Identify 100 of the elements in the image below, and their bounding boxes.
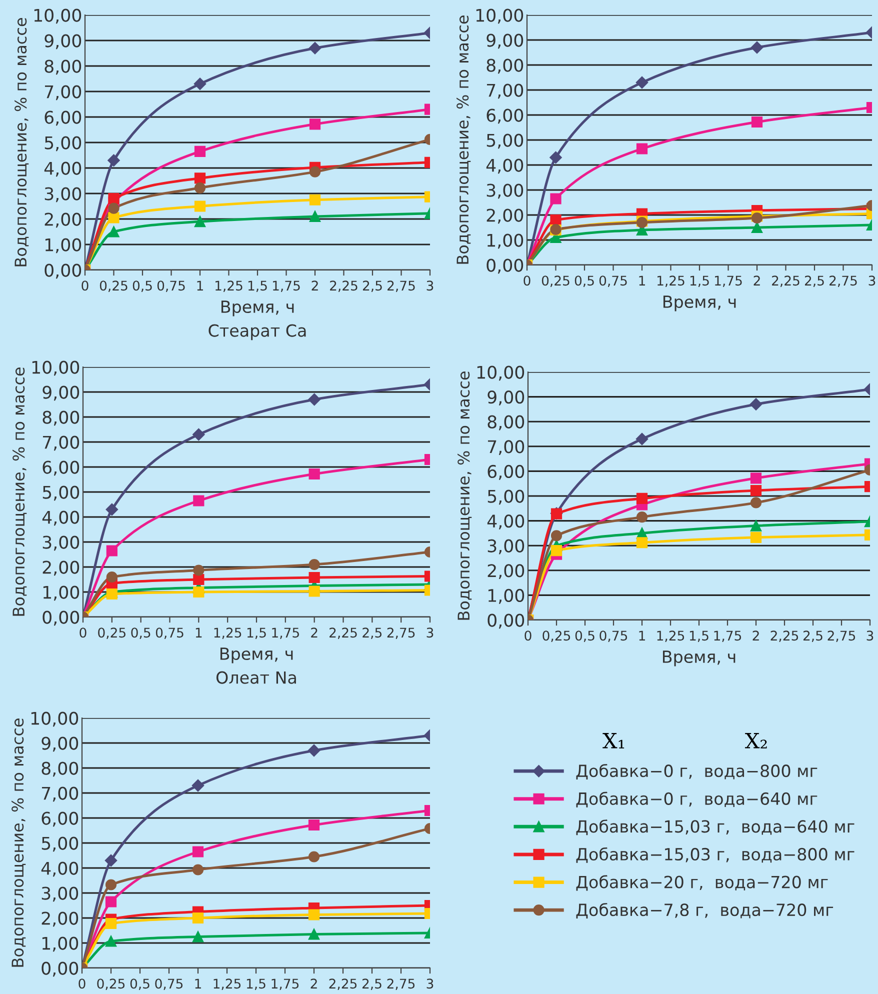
y-tick-label: 4,00 (486, 158, 524, 174)
y-tick-label: 6,00 (42, 812, 78, 827)
x-tick-label: 1,5 (246, 978, 266, 990)
y-tick-label: 8,00 (44, 60, 82, 75)
x-tick-label: 0,75 (600, 630, 628, 642)
legend-label: Добавка−20 г, вода−720 мг (576, 875, 828, 891)
x-tick-label: 2,25 (772, 276, 800, 287)
x-tick-label: 0,5 (132, 280, 152, 292)
x-tick-label: 2,25 (330, 628, 357, 639)
x-tick-label: 3 (426, 280, 434, 291)
x-tick-label: 0 (524, 630, 532, 641)
x-tick-label: 2 (752, 630, 759, 640)
x-tick-label: 2,25 (770, 630, 798, 642)
y-tick-label: 2,00 (42, 912, 78, 927)
x-tick-label: 0,25 (100, 280, 128, 292)
x-tick-label: 1 (639, 630, 645, 640)
x-tick-label: 2,75 (828, 630, 856, 642)
x-tick-label: 0,25 (542, 276, 570, 287)
y-axis-title: Водопоглощение, % по массе (12, 368, 27, 616)
x-tick-label: 0,5 (131, 628, 150, 639)
y-tick-label: 3,00 (42, 886, 78, 902)
y-tick-label: 10,00 (34, 8, 82, 24)
y-tick-label: 7,00 (44, 85, 82, 100)
y-axis-title: Водопоглощение, % по массе (14, 18, 29, 266)
y-tick-label: 5,00 (42, 486, 80, 501)
y-tick-label: 1,00 (487, 234, 524, 249)
y-tick-label: 0,00 (42, 962, 78, 977)
x-tick-label: 2,75 (388, 280, 415, 292)
x-tick-label: 3 (868, 276, 876, 286)
x-tick-label: 0,5 (574, 276, 594, 287)
x-axis-title: Время, ч (663, 296, 736, 312)
y-tick-label: 3,00 (42, 536, 80, 551)
y-tick-label: 8,00 (486, 58, 524, 74)
legend-title: X₁ X₂ (602, 733, 767, 748)
x-axis-title: Время, ч (220, 648, 293, 664)
y-tick-label: 2,00 (488, 564, 524, 580)
x-tick-label: 2,75 (387, 628, 415, 639)
y-tick-label: 2,00 (42, 560, 80, 576)
x-tick-label: 2,5 (804, 276, 824, 287)
y-axis-title: Водопоглощение, % по массе (456, 16, 471, 264)
x-tick-label: 0,5 (575, 630, 594, 642)
x-tick-label: 1,25 (214, 628, 242, 639)
x-tick-label: 1,25 (658, 276, 684, 287)
x-tick-label: 0 (524, 276, 530, 286)
x-tick-label: 1,75 (714, 630, 742, 642)
legend-label: Добавка−15,03 г, вода−640 мг (576, 820, 854, 836)
y-tick-label: 7,00 (486, 84, 524, 99)
x-tick-label: 2 (310, 978, 317, 988)
y-tick-label: 0,00 (488, 614, 524, 629)
y-tick-label: 1,00 (43, 586, 80, 601)
x-tick-label: 0,25 (98, 628, 126, 639)
x-tick-label: 1,25 (214, 978, 241, 990)
x-axis-title: Время, ч (662, 650, 736, 666)
legend-label: Добавка−0 г, вода−640 мг (576, 792, 818, 808)
y-tick-label: 5,00 (488, 490, 524, 505)
x-tick-label: 1,5 (690, 276, 709, 287)
x-tick-label: 1,75 (272, 628, 299, 639)
text: Олеат Na (216, 671, 296, 684)
x-tick-label: 0,75 (157, 280, 185, 292)
x-tick-label: 2,75 (387, 978, 415, 990)
y-tick-label: 1,00 (42, 936, 78, 952)
x-tick-label: 0 (80, 628, 86, 638)
x-tick-label: 1,5 (248, 280, 267, 292)
x-tick-label: 2 (312, 280, 318, 290)
y-tick-label: 3,00 (486, 184, 524, 199)
x-tick-label: 1,25 (657, 630, 684, 642)
x-tick-label: 2,75 (830, 276, 857, 287)
y-tick-label: 10,00 (477, 366, 524, 381)
x-tick-label: 1 (197, 280, 203, 290)
y-tick-label: 3,00 (488, 539, 524, 554)
legend-label: Добавка−7,8 г, вода−720 мг (576, 902, 834, 919)
y-tick-label: 10,00 (32, 360, 80, 376)
x-tick-label: 2,5 (362, 978, 382, 990)
y-tick-label: 7,00 (42, 786, 78, 802)
y-tick-label: 6,00 (486, 108, 524, 124)
x-tick-label: 1,75 (272, 978, 299, 990)
y-tick-label: 6,00 (44, 110, 82, 126)
x-tick-label: 1,75 (715, 276, 742, 287)
legend-label: Добавка−15,03 г, вода−800 мг (576, 847, 854, 863)
text: Стеарат Ca (208, 324, 306, 340)
y-tick-label: 10,00 (31, 712, 78, 727)
x-tick-label: 0,25 (542, 630, 570, 642)
y-tick-label: 8,00 (42, 410, 80, 426)
x-tick-label: 1 (196, 628, 202, 638)
y-tick-label: 10,00 (476, 8, 524, 24)
x-tick-label: 0 (82, 280, 88, 291)
y-tick-label: 7,00 (42, 436, 80, 451)
y-tick-label: 5,00 (486, 134, 524, 149)
y-tick-label: 9,00 (42, 736, 78, 752)
x-tick-label: 2,5 (803, 630, 822, 642)
x-tick-label: 3 (426, 978, 434, 989)
y-tick-label: 2,00 (486, 208, 524, 224)
y-tick-label: 6,00 (488, 464, 524, 480)
x-tick-label: 1,5 (247, 628, 266, 639)
x-tick-label: 2,25 (329, 978, 357, 990)
x-tick-label: 2 (311, 628, 318, 638)
y-tick-label: 6,00 (42, 460, 80, 476)
x-tick-label: 2,5 (362, 280, 382, 292)
y-tick-label: 9,00 (42, 386, 80, 401)
y-tick-label: 3,00 (44, 187, 82, 202)
